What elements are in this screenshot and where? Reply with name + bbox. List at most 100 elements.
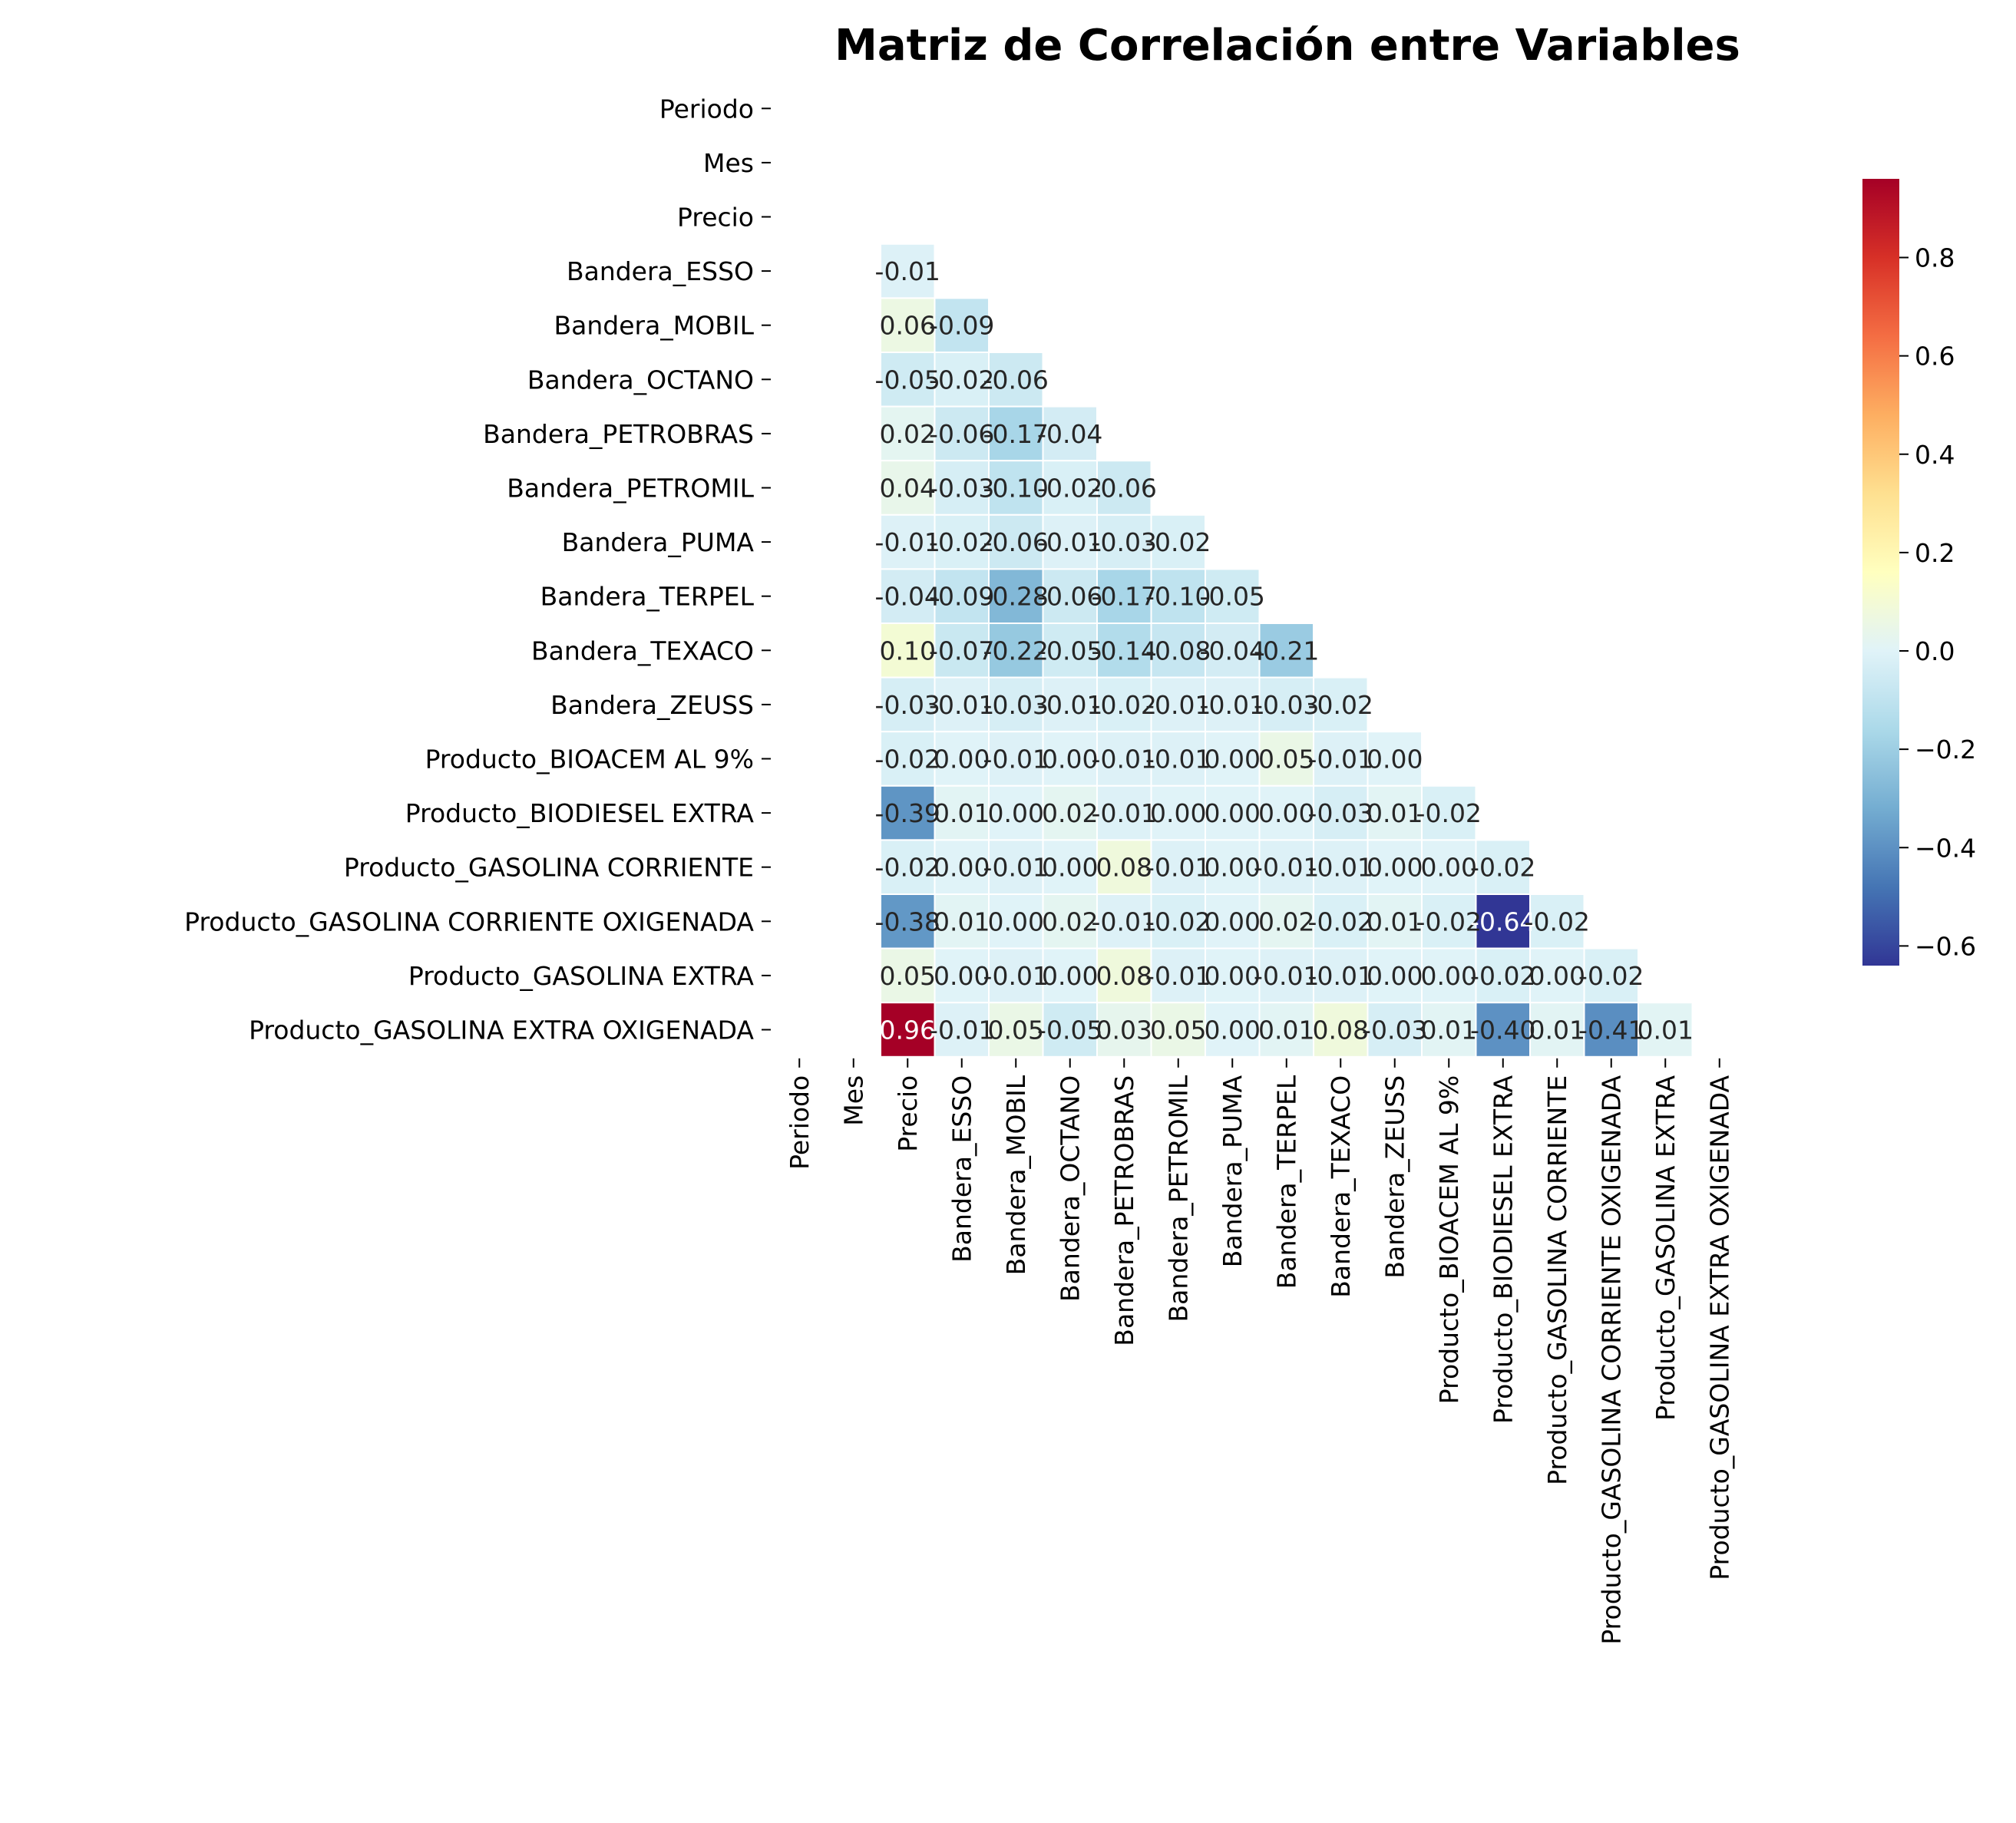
x-tick-label: Precio bbox=[893, 1075, 923, 1152]
cell-label: -0.02 bbox=[929, 527, 994, 557]
cell-label: -0.01 bbox=[1200, 690, 1265, 720]
cell-label: -0.06 bbox=[1092, 474, 1157, 504]
cell-label: 0.06 bbox=[880, 311, 936, 341]
cell-label: -0.28 bbox=[983, 582, 1049, 612]
heatmap-cell bbox=[1367, 1002, 1423, 1058]
heatmap-cell bbox=[1042, 405, 1098, 462]
cell-label: 0.05 bbox=[988, 1016, 1044, 1045]
heatmap-cell bbox=[1150, 947, 1206, 1004]
cell-label: -0.01 bbox=[1092, 798, 1157, 828]
x-tick-label: Periodo bbox=[785, 1075, 815, 1170]
cell-label: -0.02 bbox=[1037, 474, 1102, 504]
cell-label: -0.06 bbox=[983, 365, 1049, 395]
heatmap-cell bbox=[934, 731, 990, 787]
colorbar-tick-label: 0.6 bbox=[1915, 342, 1955, 372]
chart-title: Matriz de Correlación entre Variables bbox=[834, 21, 1740, 71]
heatmap-cell bbox=[880, 676, 936, 733]
cell-label: -0.01 bbox=[1037, 690, 1102, 720]
heatmap-cell bbox=[1150, 893, 1206, 949]
cell-label: -0.01 bbox=[1308, 745, 1373, 774]
cell-label: -0.08 bbox=[1145, 636, 1211, 665]
heatmap-cell bbox=[934, 460, 990, 516]
colorbar-gradient bbox=[1862, 179, 1899, 966]
x-tick-label: Bandera_ESSO bbox=[947, 1075, 977, 1263]
x-tick-label: Producto_BIOACEM AL 9% bbox=[1434, 1075, 1464, 1404]
cell-label: -0.06 bbox=[1037, 582, 1102, 612]
y-tick-label: Periodo bbox=[659, 94, 754, 124]
cell-label: 0.01 bbox=[1258, 1016, 1314, 1045]
heatmap-cell bbox=[1313, 839, 1369, 896]
cell-label: 0.03 bbox=[1096, 1016, 1152, 1045]
y-tick-label: Bandera_PETROMIL bbox=[507, 474, 754, 504]
heatmap-annotations: -0.010.06-0.09-0.05-0.02-0.060.02-0.06-0… bbox=[875, 256, 1694, 1045]
x-tick-label: Bandera_PETROMIL bbox=[1164, 1075, 1194, 1322]
heatmap-cell bbox=[1258, 623, 1314, 679]
heatmap-cell bbox=[1205, 893, 1261, 949]
heatmap-cell bbox=[988, 731, 1044, 787]
y-tick-label: Producto_BIODIESEL EXTRA bbox=[405, 798, 755, 828]
heatmap-cell bbox=[934, 405, 990, 462]
heatmap-cell bbox=[1042, 893, 1098, 949]
heatmap-cell bbox=[988, 514, 1044, 570]
heatmap-cell bbox=[1205, 1002, 1261, 1058]
heatmap-cell bbox=[1475, 839, 1531, 896]
heatmap-cell bbox=[1150, 568, 1206, 625]
x-tick-label: Bandera_TERPEL bbox=[1272, 1075, 1302, 1289]
cell-label: -0.02 bbox=[1145, 907, 1211, 936]
y-tick-label: Bandera_ZEUSS bbox=[550, 690, 754, 720]
heatmap-cell bbox=[880, 514, 936, 570]
cell-label: -0.05 bbox=[1037, 1016, 1102, 1045]
cell-label: -0.41 bbox=[1578, 1016, 1644, 1045]
heatmap-cell bbox=[1258, 839, 1314, 896]
heatmap-cell bbox=[1150, 1002, 1206, 1058]
cell-label: 0.00 bbox=[1205, 1016, 1261, 1045]
cell-label: 0.00 bbox=[1042, 745, 1098, 774]
cell-label: -0.10 bbox=[983, 474, 1049, 504]
cell-label: -0.02 bbox=[1525, 907, 1590, 936]
heatmap-cell bbox=[1042, 460, 1098, 516]
cell-label: -0.01 bbox=[1308, 961, 1373, 991]
cell-label: -0.02 bbox=[875, 853, 940, 883]
heatmap-cell bbox=[880, 297, 936, 353]
heatmap-cell bbox=[1150, 676, 1206, 733]
heatmap-cell bbox=[880, 731, 936, 787]
heatmap-cell bbox=[1367, 839, 1423, 896]
y-tick-label: Producto_GASOLINA EXTRA bbox=[408, 961, 755, 991]
cell-label: -0.14 bbox=[1092, 636, 1157, 665]
x-tick-label: Bandera_PUMA bbox=[1218, 1075, 1248, 1267]
cell-label: -0.02 bbox=[1308, 690, 1373, 720]
cell-label: -0.09 bbox=[929, 311, 994, 341]
heatmap-cell bbox=[1150, 784, 1206, 841]
heatmap-cell bbox=[988, 893, 1044, 949]
y-tick-label: Producto_BIOACEM AL 9% bbox=[425, 745, 754, 774]
cell-label: -0.01 bbox=[1308, 853, 1373, 883]
colorbar-tick-label: −0.2 bbox=[1915, 735, 1976, 765]
x-tick-label: Producto_BIODIESEL EXTRA bbox=[1489, 1075, 1519, 1424]
cell-label: -0.01 bbox=[1254, 853, 1319, 883]
cell-label: -0.02 bbox=[1145, 527, 1211, 557]
heatmap-cell bbox=[1367, 893, 1423, 949]
heatmap-cell bbox=[1421, 893, 1477, 949]
cell-label: -0.06 bbox=[929, 419, 994, 449]
cell-label: -0.02 bbox=[929, 365, 994, 395]
cell-label: -0.05 bbox=[1200, 582, 1265, 612]
heatmap-cell bbox=[1042, 1002, 1098, 1058]
cell-label: 0.00 bbox=[1367, 853, 1423, 883]
y-tick-label: Bandera_ESSO bbox=[567, 256, 754, 286]
cell-label: 0.00 bbox=[1258, 798, 1314, 828]
cell-label: 0.02 bbox=[1258, 907, 1314, 936]
heatmap-cell bbox=[1529, 893, 1585, 949]
heatmap-cell bbox=[1096, 731, 1152, 787]
heatmap-cell bbox=[1096, 1002, 1152, 1058]
cell-label: 0.00 bbox=[1205, 907, 1261, 936]
heatmap-cell bbox=[1258, 731, 1314, 787]
cell-label: -0.01 bbox=[983, 853, 1049, 883]
heatmap-cell bbox=[1313, 893, 1369, 949]
cell-label: -0.03 bbox=[1308, 798, 1373, 828]
cell-label: 0.02 bbox=[1042, 798, 1098, 828]
colorbar-tick-label: 0.0 bbox=[1915, 636, 1955, 666]
cell-label: 0.05 bbox=[1258, 745, 1314, 774]
cell-label: -0.03 bbox=[929, 474, 994, 504]
cell-label: 0.04 bbox=[880, 474, 936, 504]
cell-label: 0.00 bbox=[1367, 745, 1423, 774]
